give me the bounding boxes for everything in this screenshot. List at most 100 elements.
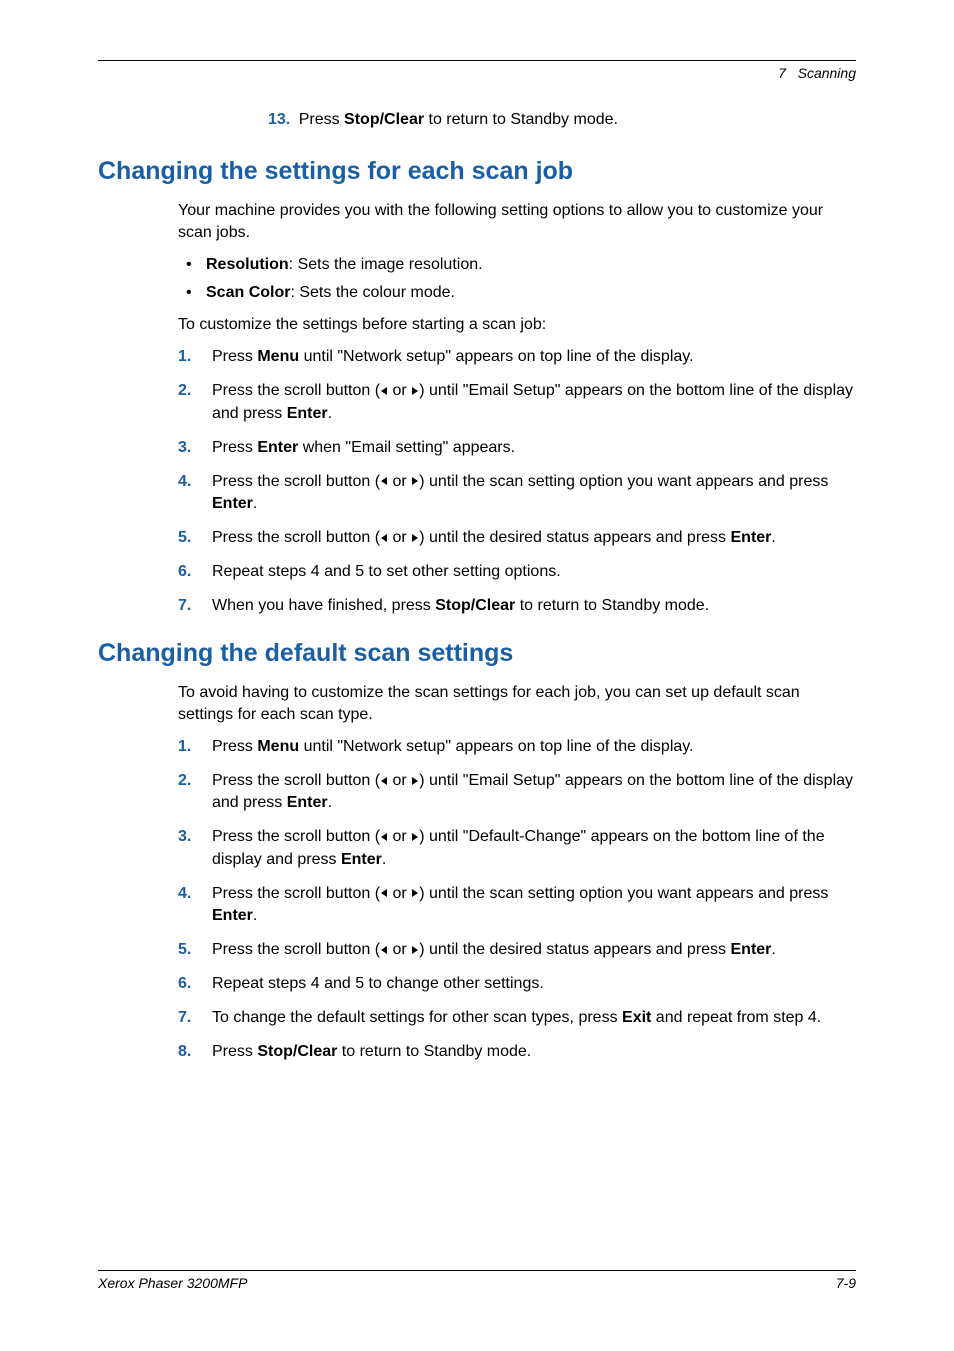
scroll-arrows: or xyxy=(380,772,419,789)
step-mid: ) until the scan setting option you want… xyxy=(419,885,828,902)
arrow-sep: or xyxy=(388,772,411,789)
arrow-left-icon xyxy=(381,946,387,954)
step-number: 3. xyxy=(178,437,191,459)
step-item: 6. Repeat steps 4 and 5 to set other sett… xyxy=(178,561,856,583)
step-text: Repeat steps 4 and 5 to change other set… xyxy=(212,975,544,992)
page-footer: Xerox Phaser 3200MFP 7-9 xyxy=(98,1270,856,1291)
step-bold: Enter xyxy=(212,495,253,512)
arrow-left-icon xyxy=(381,833,387,841)
step-bold: Menu xyxy=(257,348,299,365)
step-bold: Enter xyxy=(257,439,298,456)
scroll-arrows: or xyxy=(380,473,419,490)
step-item: 3.Press the scroll button ( or ) until "… xyxy=(178,826,856,870)
step-number: 6. xyxy=(178,973,191,995)
arrow-sep: or xyxy=(388,941,411,958)
section-heading-2: Changing the default scan settings xyxy=(98,639,856,668)
header-rule xyxy=(98,60,856,61)
step-bold: Enter xyxy=(731,529,772,546)
step-pre: Press xyxy=(212,738,257,755)
arrow-right-icon xyxy=(412,889,418,897)
step-mid: ) until the scan setting option you want… xyxy=(419,473,828,490)
section-1-steps: 1. Press Menu until "Network setup" appea… xyxy=(178,346,856,617)
step-item: 5.Press the scroll button ( or ) until t… xyxy=(178,527,856,549)
step-pre: When you have finished, press xyxy=(212,597,435,614)
step-post: . xyxy=(253,907,257,924)
step-pre: Press the scroll button ( xyxy=(212,529,380,546)
step-bold: Enter xyxy=(341,851,382,868)
step-number: 7. xyxy=(178,595,191,617)
bullet-item: Resolution: Sets the image resolution. xyxy=(178,254,856,276)
step-post: . xyxy=(382,851,386,868)
step-post: . xyxy=(328,794,332,811)
arrow-right-icon xyxy=(412,387,418,395)
section-1-lead: To customize the settings before startin… xyxy=(178,314,856,336)
step-bold: Enter xyxy=(212,907,253,924)
section-2-steps: 1.Press Menu until "Network setup" appea… xyxy=(178,736,856,1063)
bullet-list: Resolution: Sets the image resolution. S… xyxy=(178,254,856,304)
step-bold: Stop/Clear xyxy=(257,1043,337,1060)
section-2-intro: To avoid having to customize the scan se… xyxy=(178,682,856,726)
step-number: 4. xyxy=(178,471,191,493)
step-pre: Press the scroll button ( xyxy=(212,941,380,958)
content-area: 13. Press Stop/Clear to return to Standb… xyxy=(98,111,856,1063)
step-number: 1. xyxy=(178,346,191,368)
step-number: 5. xyxy=(178,939,191,961)
step-number: 3. xyxy=(178,826,191,848)
bullet-bold: Resolution xyxy=(206,256,289,273)
step-item: 3. Press Enter when "Email setting" appea… xyxy=(178,437,856,459)
step-post: to return to Standby mode. xyxy=(337,1043,531,1060)
arrow-left-icon xyxy=(381,477,387,485)
page: 7 Scanning 13. Press Stop/Clear to retur… xyxy=(0,0,954,1351)
step-number: 1. xyxy=(178,736,191,758)
step-post: and repeat from step 4. xyxy=(651,1009,821,1026)
step-bold: Exit xyxy=(622,1009,651,1026)
bullet-item: Scan Color: Sets the colour mode. xyxy=(178,282,856,304)
section-2-body: To avoid having to customize the scan se… xyxy=(178,682,856,1063)
step-number: 5. xyxy=(178,527,191,549)
step-number: 6. xyxy=(178,561,191,583)
scroll-arrows: or xyxy=(380,885,419,902)
arrow-sep: or xyxy=(388,885,411,902)
step-item: 7.To change the default settings for oth… xyxy=(178,1007,856,1029)
step-number: 2. xyxy=(178,380,191,402)
chapter-title: Scanning xyxy=(798,65,856,81)
footer-rule xyxy=(98,1270,856,1271)
step-pre: Press xyxy=(212,439,257,456)
step-number: 7. xyxy=(178,1007,191,1029)
footer-right: 7-9 xyxy=(836,1275,856,1291)
step-item: 2.Press the scroll button ( or ) until "… xyxy=(178,380,856,424)
section-heading-1: Changing the settings for each scan job xyxy=(98,157,856,186)
section-1-intro: Your machine provides you with the follo… xyxy=(178,200,856,244)
step-bold: Stop/Clear xyxy=(435,597,515,614)
arrow-right-icon xyxy=(412,833,418,841)
step-number: 8. xyxy=(178,1041,191,1063)
step-post: . xyxy=(253,495,257,512)
bullet-text: : Sets the colour mode. xyxy=(290,284,455,301)
step-bold: Menu xyxy=(257,738,299,755)
bullet-bold: Scan Color xyxy=(206,284,290,301)
bullet-text: : Sets the image resolution. xyxy=(289,256,483,273)
continuation-step: 13. Press Stop/Clear to return to Standb… xyxy=(178,111,856,129)
step-bold: Enter xyxy=(731,941,772,958)
step-mid: ) until the desired status appears and p… xyxy=(419,529,730,546)
step-mid: ) until the desired status appears and p… xyxy=(419,941,730,958)
step-post: to return to Standby mode. xyxy=(515,597,709,614)
step-bold: Stop/Clear xyxy=(344,111,424,128)
step-post: until "Network setup" appears on top lin… xyxy=(299,348,693,365)
step-pre: Press xyxy=(212,348,257,365)
step-text: Repeat steps 4 and 5 to set other settin… xyxy=(212,563,561,580)
arrow-sep: or xyxy=(388,473,411,490)
arrow-right-icon xyxy=(412,777,418,785)
scroll-arrows: or xyxy=(380,828,419,845)
step-number: 2. xyxy=(178,770,191,792)
step-number: 4. xyxy=(178,883,191,905)
arrow-left-icon xyxy=(381,889,387,897)
step-text-pre: Press xyxy=(299,111,344,128)
step-number: 13. xyxy=(268,111,290,128)
step-item: 2.Press the scroll button ( or ) until "… xyxy=(178,770,856,814)
step-text-post: to return to Standby mode. xyxy=(424,111,618,128)
step-bold: Enter xyxy=(287,405,328,422)
step-post: when "Email setting" appears. xyxy=(298,439,515,456)
running-header: 7 Scanning xyxy=(98,65,856,81)
scroll-arrows: or xyxy=(380,382,419,399)
